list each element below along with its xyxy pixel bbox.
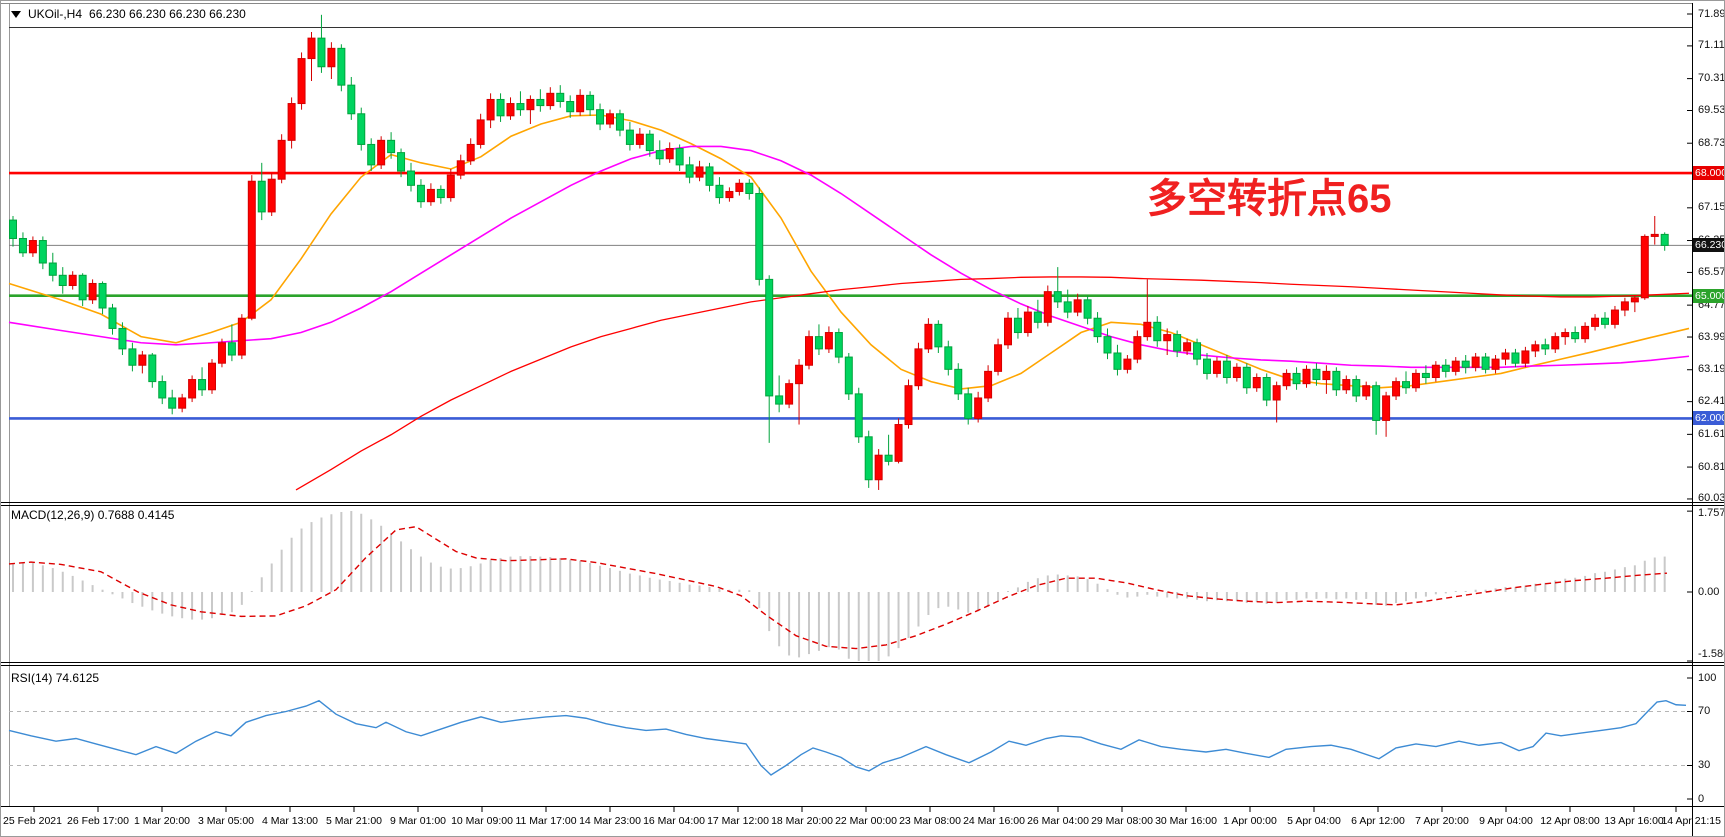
symbol-title: UKOil-,H4 (28, 7, 83, 21)
price-level-badge: 62.000 (1693, 411, 1725, 426)
time-axis-label[interactable]: 16 Mar 04:00 (643, 815, 705, 827)
price-axis-label: 69.530 (1698, 104, 1725, 116)
price-axis-label: 65.570 (1698, 265, 1725, 278)
symbol-bar[interactable]: UKOil-,H4 66.230 66.230 66.230 66.230 (11, 7, 246, 21)
rsi-current-value: 74.6125 (55, 671, 100, 685)
price-axis-label: 62.410 (1698, 395, 1725, 408)
time-axis-label[interactable]: 7 Apr 20:00 (1415, 815, 1469, 827)
ma-slow-line (295, 276, 1690, 491)
price-axis-label: 60.030 (1698, 492, 1725, 505)
time-axis-label[interactable]: 25 Feb 2021 (3, 815, 62, 827)
collapse-triangle-icon[interactable] (11, 10, 21, 18)
time-axis-label[interactable]: 10 Mar 09:00 (451, 815, 513, 827)
time-axis-label[interactable]: 30 Mar 16:00 (1155, 815, 1217, 827)
price-axis-label: 70.310 (1698, 72, 1725, 85)
rsi-axis-label: 70 (1698, 705, 1711, 717)
time-axis-label[interactable]: 11 Mar 17:00 (515, 815, 577, 827)
price-axis-label: 60.810 (1698, 460, 1725, 473)
macd-axis-label: -1.5867 (1698, 647, 1724, 660)
time-axis-label[interactable]: 26 Mar 04:00 (1027, 815, 1089, 827)
time-axis-label[interactable]: 12 Apr 08:00 (1540, 815, 1600, 827)
macd-current-values: 0.7688 0.4145 (97, 508, 175, 522)
time-axis-label[interactable]: 24 Mar 16:00 (963, 815, 1025, 827)
time-axis-label[interactable]: 23 Mar 08:00 (899, 815, 961, 827)
time-axis-label[interactable]: 17 Mar 12:00 (707, 815, 769, 827)
time-axis-label[interactable]: 9 Apr 04:00 (1479, 815, 1533, 827)
time-axis-label[interactable]: 29 Mar 08:00 (1091, 815, 1153, 827)
macd-signal-line (8, 525, 1668, 650)
time-axis-label[interactable]: 1 Mar 20:00 (133, 815, 191, 827)
time-axis-label[interactable]: 14 Mar 23:00 (579, 815, 641, 827)
price-level-badge: 66.230 (1693, 238, 1725, 253)
time-axis-label[interactable]: 1 Apr 00:00 (1223, 815, 1277, 827)
time-axis-label[interactable]: 18 Mar 20:00 (771, 815, 833, 827)
time-axis-label[interactable]: 4 Mar 13:00 (261, 815, 319, 827)
time-axis-label[interactable]: 26 Feb 17:00 (67, 815, 129, 827)
macd-name: MACD(12,26,9) (11, 508, 95, 522)
symbol-ohlc-values: 66.230 66.230 66.230 66.230 (89, 7, 246, 21)
price-axis-label: 71.890 (1698, 7, 1725, 20)
macd-axis-label: 1.7579 (1698, 506, 1725, 519)
price-level-badge: 68.000 (1693, 166, 1725, 181)
price-axis-label: 67.150 (1698, 201, 1725, 214)
rsi-axis-label: 0 (1698, 792, 1705, 805)
time-axis-label[interactable]: 5 Apr 04:00 (1287, 815, 1341, 827)
rsi-name: RSI(14) (11, 671, 53, 685)
time-axis-label[interactable]: 9 Mar 01:00 (389, 815, 447, 827)
macd-axis-label: 0.00 (1698, 585, 1720, 598)
time-axis-label[interactable]: 22 Mar 00:00 (835, 815, 897, 827)
ma-fast-line (8, 114, 1690, 390)
time-axis-label[interactable]: 13 Apr 16:00 (1604, 815, 1664, 827)
price-axis-label: 61.610 (1698, 427, 1725, 440)
time-axis-label[interactable]: 5 Mar 21:00 (325, 815, 383, 827)
macd-indicator-label: MACD(12,26,9) 0.7688 0.4145 (11, 508, 174, 522)
time-axis-label[interactable]: 14 Apr 21:15 (1661, 815, 1721, 827)
rsi-axis-label: 30 (1698, 759, 1711, 771)
ma-mid-line (8, 145, 1690, 369)
chart-annotation-text: 多空转折点65 (1147, 177, 1392, 221)
price-axis-label: 71.110 (1698, 39, 1725, 52)
rsi-indicator-label: RSI(14) 74.6125 (11, 671, 99, 685)
price-axis-label: 63.990 (1698, 330, 1725, 343)
time-axis-label[interactable]: 6 Apr 12:00 (1351, 815, 1405, 827)
rsi-line (8, 699, 1687, 776)
time-axis-label[interactable]: 3 Mar 05:00 (197, 815, 255, 827)
price-level-badge: 65.000 (1693, 288, 1725, 303)
rsi-axis-label: 100 (1698, 671, 1717, 684)
price-axis-label: 63.190 (1698, 363, 1725, 376)
price-axis-label: 68.730 (1698, 136, 1725, 149)
